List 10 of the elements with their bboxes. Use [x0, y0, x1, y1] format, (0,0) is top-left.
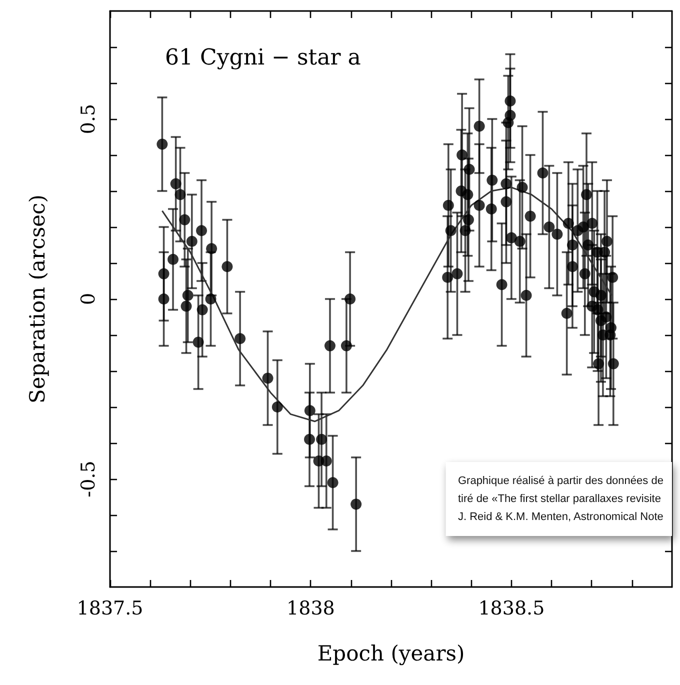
x-axis-title: Epoch (years) — [317, 642, 465, 666]
y-tick-label: -0.5 — [78, 460, 100, 498]
annotation: Graphique réalisé à partir des données de tiré de «The first stellar parallaxes revisite J. Reid & K.M. Menten, Astronomical Note — [458, 475, 664, 523]
text: 61 Cygni − star a — [165, 46, 361, 70]
x-tick-label: 1838.5 — [478, 598, 545, 620]
y-axis-title: Separation (arcsec) — [26, 194, 50, 404]
y-tick-label: 0.5 — [78, 104, 100, 134]
x-tick-label: 1837.5 — [76, 598, 144, 620]
y-tick-label: 0 — [78, 292, 100, 306]
x-tick-label: 1838 — [286, 598, 335, 620]
